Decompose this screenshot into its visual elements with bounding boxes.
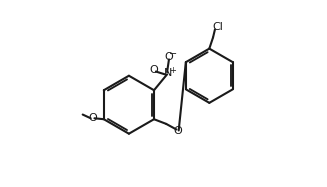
Text: +: + (170, 66, 177, 75)
Text: O: O (173, 126, 182, 136)
Text: O: O (164, 52, 173, 62)
Text: Cl: Cl (213, 22, 224, 32)
Text: O: O (149, 65, 158, 75)
Text: N: N (164, 68, 172, 78)
Text: −: − (169, 49, 177, 59)
Text: O: O (88, 113, 97, 123)
